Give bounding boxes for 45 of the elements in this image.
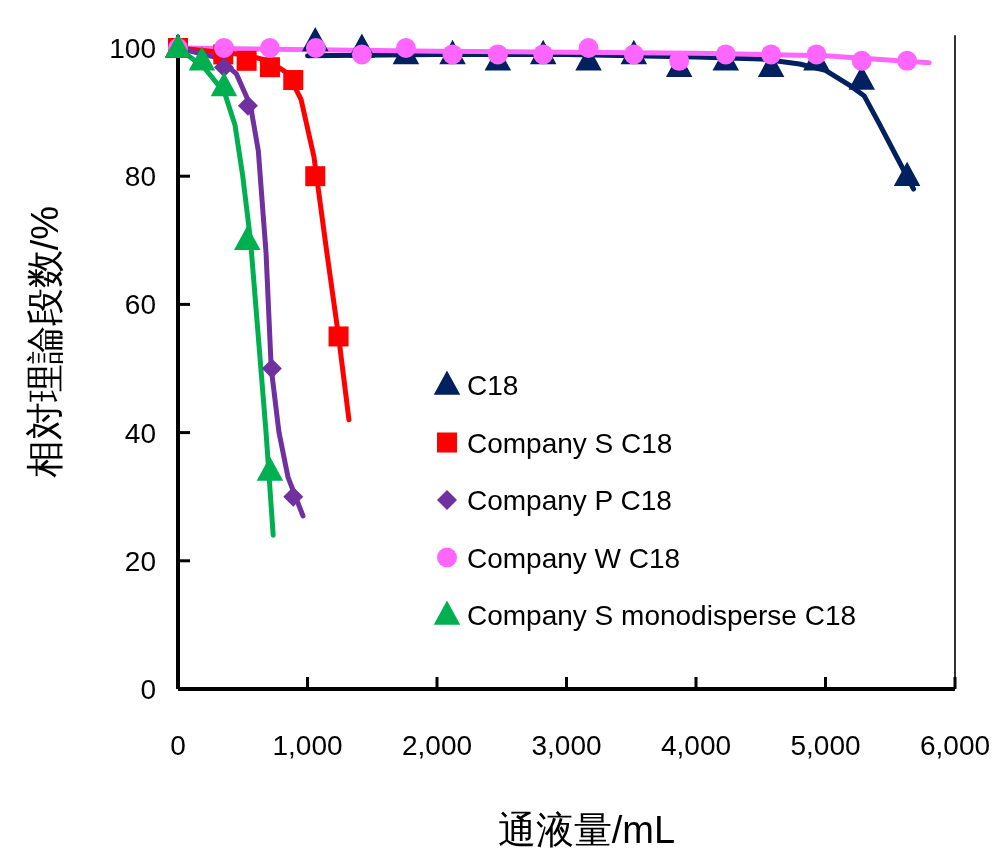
x-tick-label: 5,000 bbox=[790, 730, 861, 761]
y-tick-label: 20 bbox=[124, 545, 156, 577]
point bbox=[669, 50, 690, 71]
legend-label: Company S monodisperse C18 bbox=[467, 600, 857, 631]
x-axis-title: 通液量/mL bbox=[497, 809, 676, 851]
point bbox=[578, 38, 599, 58]
x-tick-label: 0 bbox=[170, 730, 186, 761]
x-tick-label: 4,000 bbox=[660, 730, 732, 761]
y-tick-label: 40 bbox=[124, 417, 156, 449]
y-tick-label: 60 bbox=[124, 289, 156, 321]
y-tick-label: 100 bbox=[109, 33, 156, 64]
legend-label: Company S C18 bbox=[467, 427, 673, 459]
x-tick-label: 6,000 bbox=[919, 730, 991, 761]
point bbox=[189, 47, 215, 71]
y-tick-label: 80 bbox=[124, 161, 156, 193]
point bbox=[234, 226, 261, 251]
point bbox=[236, 50, 257, 71]
y-tick-label: 0 bbox=[140, 674, 156, 705]
point bbox=[305, 166, 326, 187]
point bbox=[261, 358, 282, 379]
point bbox=[487, 44, 508, 65]
point bbox=[897, 50, 918, 71]
point bbox=[395, 38, 416, 58]
point bbox=[259, 57, 280, 78]
point bbox=[211, 72, 237, 97]
legend-label: Company P C18 bbox=[467, 485, 672, 516]
point bbox=[283, 70, 304, 91]
point bbox=[761, 44, 782, 65]
x-tick-label: 2,000 bbox=[401, 730, 473, 761]
point bbox=[894, 162, 920, 186]
y-axis-title: 相対理論段数/% bbox=[24, 205, 66, 479]
legend-label: C18 bbox=[467, 370, 519, 401]
legend-label: Company W C18 bbox=[467, 542, 681, 574]
point bbox=[213, 38, 234, 58]
point bbox=[213, 57, 234, 78]
x-tick-label: 1,000 bbox=[272, 730, 343, 761]
point bbox=[259, 38, 280, 58]
point bbox=[806, 44, 827, 65]
point bbox=[237, 95, 258, 116]
point bbox=[328, 326, 349, 347]
point bbox=[715, 44, 736, 65]
point bbox=[283, 486, 304, 507]
x-tick-label: 3,000 bbox=[531, 730, 602, 761]
point bbox=[257, 457, 283, 481]
point bbox=[851, 50, 872, 71]
